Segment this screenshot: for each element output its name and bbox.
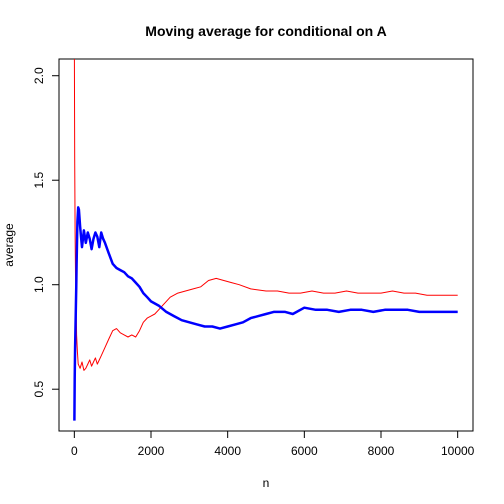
x-tick-label: 10000 — [441, 444, 475, 458]
y-axis: 0.5 1.0 1.5 2.0 — [32, 67, 60, 398]
chart-title: Moving average for conditional on A — [145, 23, 386, 39]
x-tick-label: 6000 — [291, 444, 318, 458]
x-axis-label: n — [263, 476, 270, 490]
y-tick-label: 1.0 — [32, 276, 46, 293]
y-tick-label: 0.5 — [32, 381, 46, 398]
blue-series-line — [73, 206, 458, 421]
y-axis-label: average — [2, 223, 16, 267]
y-tick-label: 2.0 — [32, 67, 46, 84]
plot-lines — [73, 58, 458, 421]
x-tick-label: 0 — [71, 444, 78, 458]
plot-frame — [58, 58, 474, 432]
x-tick-label: 8000 — [368, 444, 395, 458]
x-tick-label: 4000 — [214, 444, 241, 458]
x-axis: 0 2000 4000 6000 8000 10000 — [71, 430, 475, 458]
red-series-line — [73, 58, 458, 371]
x-tick-label: 2000 — [138, 444, 165, 458]
y-tick-label: 1.5 — [32, 172, 46, 189]
